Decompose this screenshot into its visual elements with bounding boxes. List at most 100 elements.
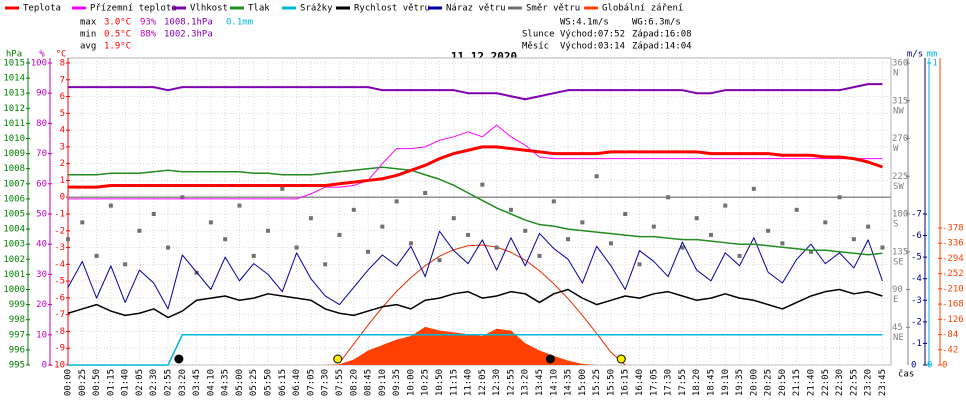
y-tick-label: 10 [36, 330, 47, 340]
x-tick-label: 12:55 [506, 369, 516, 396]
point [437, 258, 442, 263]
point [223, 237, 228, 242]
y-tick-label: 1004 [3, 225, 25, 235]
y-tick-label: 1013 [3, 89, 25, 99]
x-tick-label: 19:35 [735, 369, 745, 396]
y-tick-label: 1012 [3, 104, 25, 114]
point [337, 232, 342, 237]
y-tick-label: -42 [942, 345, 958, 355]
x-tick-label: 00:25 [78, 369, 88, 396]
y-tick-label: 1014 [3, 74, 25, 84]
point [708, 232, 713, 237]
point [408, 241, 413, 246]
y-tick-label: 80 [36, 119, 47, 129]
y-tick-label: -5 [911, 253, 922, 263]
y-tick-label: 40 [36, 240, 47, 250]
x-tick-label: 01:40 [121, 369, 131, 396]
legend-label: Směr větru [526, 4, 580, 14]
info-text: Měsíc [522, 42, 549, 52]
x-tick-label: 14:10 [549, 369, 559, 396]
y-tick-label: 1010 [3, 134, 25, 144]
stat-text: 1002.3hPa [164, 30, 213, 40]
x-tick-label: 13:20 [521, 369, 531, 396]
x-tick-label: 20:00 [749, 369, 759, 396]
legend-label: Tlak [248, 4, 270, 14]
info-text: Západ:14:04 [632, 42, 692, 52]
y-tick-label: -2 [54, 226, 65, 236]
compass-label: SW [893, 182, 904, 192]
x-tick-label: 16:40 [635, 369, 645, 396]
x-tick-label: 12:05 [478, 369, 488, 396]
y-tick-label: -378 [942, 223, 964, 233]
compass-label: E [893, 295, 898, 305]
point [508, 207, 513, 212]
x-tick-label: 02:30 [149, 369, 159, 396]
point [837, 195, 842, 200]
point [694, 216, 699, 221]
y-tick-label: -2 [911, 317, 922, 327]
y-tick-label: 5 [60, 109, 65, 119]
plot-area [67, 57, 892, 366]
point [94, 253, 99, 258]
x-tick-label: 08:45 [364, 369, 374, 396]
x-tick-label: 05:00 [235, 369, 245, 396]
legend-label: Srážky [300, 4, 333, 14]
x-tick-label: 09:10 [378, 369, 388, 396]
x-tick-label: 17:05 [649, 369, 659, 396]
stat-text: 0.1mm [226, 18, 253, 28]
event-marker [333, 354, 343, 364]
x-tick-label: 10:25 [421, 369, 431, 396]
y-tick-label: 315 [892, 96, 908, 106]
x-axis-label: čas [898, 369, 914, 380]
x-tick-label: 22:30 [835, 369, 845, 396]
x-tick-label: 14:35 [564, 369, 574, 396]
y-tick-label: -7 [911, 210, 922, 220]
stat-text: 3.0°C [104, 18, 131, 28]
point [80, 220, 85, 225]
point [308, 216, 313, 221]
y-tick-label: 90 [892, 285, 903, 295]
x-tick-label: 06:40 [292, 369, 302, 396]
stat-text: 1.9°C [104, 42, 131, 52]
y-tick-label: 0 [911, 361, 916, 371]
point [494, 245, 499, 250]
point [794, 207, 799, 212]
y-tick-label: 70 [36, 149, 47, 159]
legend-label: Teplota [23, 4, 61, 14]
point [594, 174, 599, 179]
point [751, 186, 756, 191]
line [67, 230, 883, 310]
point [680, 245, 685, 250]
point [723, 203, 728, 208]
y-tick-label: -8 [54, 327, 65, 337]
legend-label: Rychlost větru [354, 4, 430, 14]
y-tick-label: 100 [31, 59, 47, 69]
line [68, 145, 883, 189]
event-marker [174, 354, 184, 364]
x-tick-label: 04:35 [221, 369, 231, 396]
x-tick-label: 09:35 [392, 369, 402, 396]
point [280, 186, 285, 191]
stat-text: min [80, 30, 96, 40]
y-tick-label: -3 [54, 243, 65, 253]
y-tick-label: -84 [942, 330, 958, 340]
x-tick-label: 17:55 [678, 369, 688, 396]
x-tick-label: 13:45 [535, 369, 545, 396]
area [68, 326, 883, 365]
y-tick-label: 360 [892, 59, 908, 69]
point [351, 207, 356, 212]
y-tick-label: 135 [892, 247, 908, 257]
point [666, 195, 671, 200]
x-tick-label: 22:55 [849, 369, 859, 396]
info-text: Západ:16:08 [632, 30, 692, 40]
y-tick-label: -6 [911, 231, 922, 241]
axis-label: mm [927, 50, 938, 60]
x-tick-label: 18:20 [692, 369, 702, 396]
point [651, 224, 656, 229]
line [67, 288, 883, 319]
y-tick-label: 8 [60, 59, 65, 69]
y-tick-label: 180 [892, 210, 908, 220]
legend-label: Přízemní teplota [90, 4, 177, 14]
y-tick-label: 1001 [3, 270, 25, 280]
